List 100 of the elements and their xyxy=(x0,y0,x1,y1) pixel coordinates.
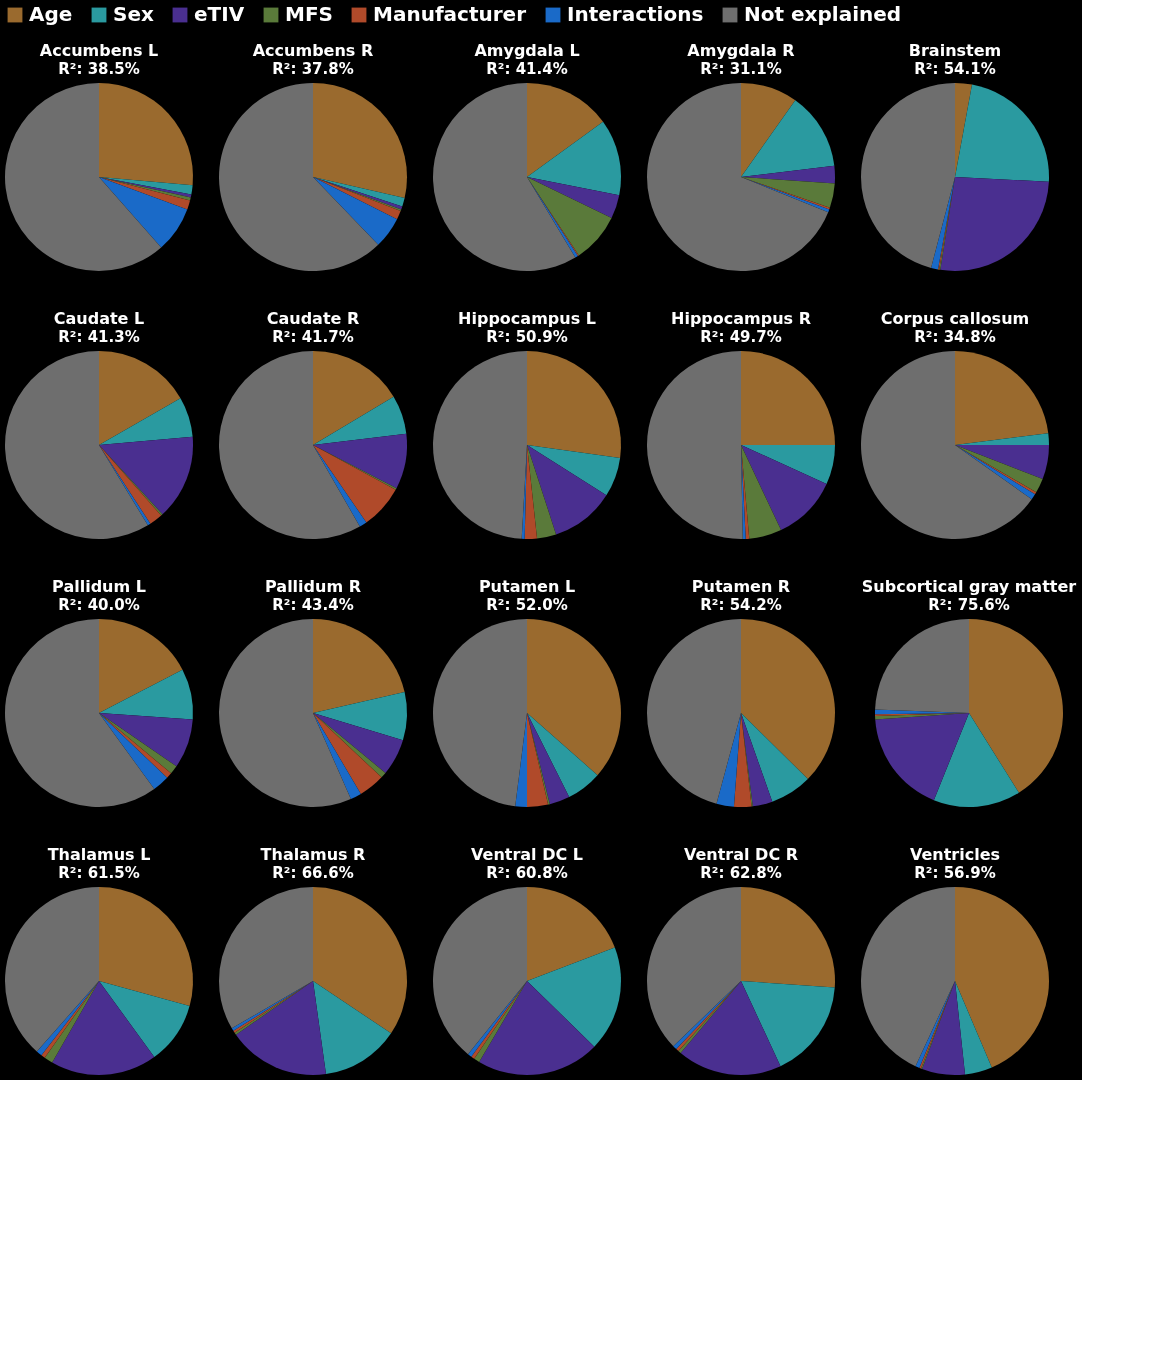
chart-subtitle: R²: 75.6% xyxy=(928,596,1010,614)
pie-slice xyxy=(741,83,796,177)
pie-slice xyxy=(527,713,598,798)
pie-slice xyxy=(955,445,1049,480)
pie-slice xyxy=(479,981,595,1075)
chart-title: Ventricles xyxy=(909,845,1001,864)
pie-slice xyxy=(527,445,607,535)
pie-slice xyxy=(922,981,966,1075)
pie-slice xyxy=(219,619,351,807)
pie-slice xyxy=(5,351,148,539)
pie-slice xyxy=(313,713,382,794)
pie-slice xyxy=(527,947,621,1047)
pie-slice xyxy=(955,981,992,1075)
pie-slice xyxy=(313,177,401,220)
pie-slice xyxy=(527,177,612,256)
chart-subtitle: R²: 54.1% xyxy=(914,60,996,78)
pie-slice xyxy=(99,177,191,210)
pie-slice xyxy=(433,619,527,807)
chart-subtitle: R²: 66.6% xyxy=(272,864,354,882)
pie-slice xyxy=(313,351,394,445)
pie-slice xyxy=(313,83,407,199)
chart-title: Hippocampus R xyxy=(671,309,811,328)
chart-title: Putamen R xyxy=(691,577,791,596)
chart-subtitle: R²: 56.9% xyxy=(914,864,996,882)
pie-slice xyxy=(647,83,829,271)
pie-slice xyxy=(861,351,1032,539)
pie-slice xyxy=(313,981,392,1075)
chart-title: Amygdala L xyxy=(474,41,580,60)
chart-title: Subcortical gray matter xyxy=(861,577,1077,596)
pie-slice xyxy=(313,433,407,489)
pie-slice xyxy=(527,445,621,496)
pie-slice xyxy=(933,713,1019,807)
chart-subtitle: R²: 62.8% xyxy=(700,864,782,882)
pie-slice xyxy=(741,445,827,531)
pie-slice xyxy=(647,619,741,804)
pie-slice xyxy=(433,351,527,539)
pie-slice xyxy=(219,887,313,1029)
pie-slice xyxy=(940,177,1049,271)
chart-subtitle: R²: 41.3% xyxy=(58,328,140,346)
pie-slice xyxy=(647,351,743,539)
pie-slice xyxy=(741,887,835,988)
pie-slice xyxy=(99,669,193,720)
pie-slice xyxy=(313,396,407,445)
pie-slice xyxy=(527,121,621,196)
chart-subtitle: R²: 60.8% xyxy=(486,864,568,882)
pie-slice xyxy=(313,713,403,773)
text: Accumbens L xyxy=(39,41,159,60)
pie-slice xyxy=(99,83,193,186)
pie-slice xyxy=(741,619,835,780)
pie-slice xyxy=(955,887,1049,1068)
pie-slice xyxy=(313,445,396,523)
pie-slice xyxy=(527,887,615,981)
chart-subtitle: R²: 61.5% xyxy=(58,864,140,882)
pie-slice xyxy=(433,887,527,1055)
pie-slice xyxy=(527,177,620,219)
legend-label: Age xyxy=(29,2,73,26)
chart-subtitle: R²: 41.7% xyxy=(272,328,354,346)
pie-slice xyxy=(955,351,1049,445)
pie-slice xyxy=(741,100,835,177)
chart-subtitle: R²: 43.4% xyxy=(272,596,354,614)
chart-title: Accumbens R xyxy=(252,41,374,60)
legend-label: Interactions xyxy=(567,2,704,26)
pie-slice xyxy=(219,351,360,539)
chart-title: Hippocampus L xyxy=(458,309,596,328)
pie-slice xyxy=(313,691,407,741)
chart-subtitle: R²: 34.8% xyxy=(914,328,996,346)
pie-slice xyxy=(875,713,969,801)
pie-slice xyxy=(99,619,183,713)
pie-slice xyxy=(527,83,604,177)
pie-slice xyxy=(955,83,973,177)
chart-title: Ventral DC R xyxy=(683,845,799,864)
pie-slice xyxy=(741,445,835,484)
pie-slice xyxy=(647,887,741,1047)
chart-title: Caudate R xyxy=(266,309,360,328)
pie-slice xyxy=(99,436,193,515)
pie-slice xyxy=(931,177,955,270)
pie-slice xyxy=(313,619,405,713)
pie-slice xyxy=(875,619,969,713)
pie-slice xyxy=(99,887,193,1007)
chart-subtitle: R²: 52.0% xyxy=(486,596,568,614)
pie-slice xyxy=(527,619,621,776)
legend-label: Sex xyxy=(113,2,154,26)
pie-slice xyxy=(99,713,168,790)
pie-slice xyxy=(433,83,576,271)
pie-slice xyxy=(99,351,181,445)
chart-title: Thalamus R xyxy=(260,845,366,864)
pie-slice xyxy=(5,83,162,271)
pie-slice xyxy=(99,713,193,767)
pie-slice xyxy=(741,713,773,807)
pie-slice xyxy=(5,619,155,807)
pie-slice xyxy=(99,981,190,1058)
chart-title: Pallidum L xyxy=(52,577,146,596)
legend-label: Not explained xyxy=(744,2,902,26)
legend-label: MFS xyxy=(285,2,333,26)
pie-slice xyxy=(741,981,835,1067)
chart-subtitle: R²: 37.8% xyxy=(272,60,354,78)
chart-subtitle: R²: 50.9% xyxy=(486,328,568,346)
chart-title: Pallidum R xyxy=(265,577,361,596)
pie-slice xyxy=(527,713,570,805)
chart-title: Ventral DC L xyxy=(471,845,583,864)
